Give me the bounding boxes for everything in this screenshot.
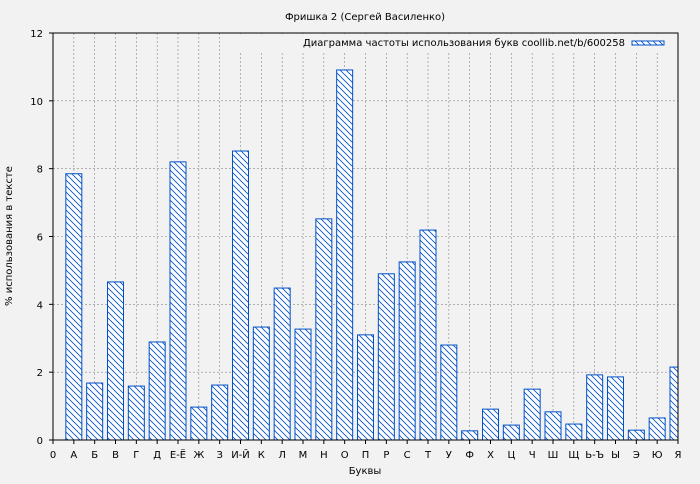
x-tick-label: 0 <box>50 450 56 461</box>
bar-Ы <box>607 376 624 440</box>
legend-label: Диаграмма частоты использования букв coo… <box>303 38 625 49</box>
bar-З <box>211 384 229 440</box>
x-tick-label: П <box>362 450 370 461</box>
x-tick-label: Я <box>675 450 682 461</box>
x-tick-label: Ы <box>611 450 620 461</box>
bar-Ф <box>461 430 479 440</box>
y-axis-label: % использования в тексте <box>4 166 15 306</box>
bar-Г <box>127 385 145 440</box>
x-tick-label: Ь-Ъ <box>585 450 604 461</box>
bar-Ж <box>190 406 208 440</box>
bar-Н <box>315 218 333 440</box>
x-tick-label: Ю <box>652 450 663 461</box>
x-tick-label: Ж <box>193 450 204 461</box>
x-tick-label: Б <box>91 450 98 461</box>
bar-У <box>440 344 458 440</box>
x-tick-label: Н <box>320 450 328 461</box>
x-tick-label: В <box>112 450 119 461</box>
y-tick-label: 4 <box>37 300 43 311</box>
bar-Б <box>86 382 104 440</box>
x-tick-label: У <box>446 450 452 461</box>
bar-Ш <box>544 411 562 440</box>
bar-О <box>336 69 354 440</box>
x-axis-label: Буквы <box>349 466 382 477</box>
bar-С <box>398 261 416 440</box>
bar-П <box>357 334 374 440</box>
bar-Ь-Ъ <box>586 374 604 440</box>
bar-Х <box>482 408 499 440</box>
bar-Т <box>419 229 437 440</box>
x-tick-label: Е-Ё <box>170 448 186 461</box>
bar-Е-Ё <box>169 161 187 440</box>
bar-И-Й <box>232 150 249 440</box>
y-tick-label: 10 <box>30 97 43 108</box>
bar-В <box>107 281 124 440</box>
x-tick-label: Т <box>424 450 432 461</box>
x-tick-label: Х <box>487 450 494 461</box>
bar-Щ <box>565 423 583 440</box>
bar-Д <box>148 341 166 440</box>
x-tick-label: К <box>258 450 265 461</box>
legend-swatch <box>631 40 665 46</box>
x-tick-label: Л <box>278 450 286 461</box>
x-tick-label: Щ <box>568 450 579 461</box>
x-tick-label: М <box>299 450 308 461</box>
x-tick-label: Ш <box>548 450 559 461</box>
bar-Л <box>273 287 291 440</box>
bar-Ц <box>502 424 520 440</box>
y-tick-label: 8 <box>37 165 43 176</box>
bar-Я <box>669 366 678 440</box>
y-tick-label: 0 <box>37 436 43 447</box>
axes: 0 2 4 6 8 10 12 0 А Б В Г Д Е-Ё Ж З И-Й К Л М Н О П Р С Т У Ф Х Ц Ч Ш Щ Ь… <box>30 29 681 461</box>
bar-Р <box>377 273 395 440</box>
bars <box>65 69 678 440</box>
bar-А <box>65 173 83 440</box>
bar-Ю <box>648 417 666 440</box>
x-tick-label: О <box>341 450 349 461</box>
legend: Диаграмма частоты использования букв coo… <box>240 34 677 51</box>
x-tick-label: Р <box>383 450 389 461</box>
legend-box <box>240 34 677 51</box>
x-tick-label: З <box>216 450 222 461</box>
x-tick-label: А <box>70 450 77 461</box>
bar-М <box>294 328 312 440</box>
y-tick-label: 2 <box>37 368 43 379</box>
x-tick-label: С <box>404 450 411 461</box>
x-tick-label: Э <box>633 450 640 461</box>
y-tick-label: 6 <box>37 233 43 244</box>
x-tick-label: Д <box>153 450 161 461</box>
x-tick-label: Ф <box>465 450 474 461</box>
bar-Ч <box>523 388 541 440</box>
y-tick-label: 12 <box>30 29 43 40</box>
x-tick-label: Ч <box>529 450 536 461</box>
bar-К <box>252 326 270 440</box>
bar-Э <box>627 429 645 440</box>
x-tick-label: Г <box>133 450 139 461</box>
x-tick-label: Ц <box>507 450 515 461</box>
chart-title: Фришка 2 (Сергей Василенко) <box>285 12 445 23</box>
x-tick-label: И-Й <box>231 448 250 461</box>
